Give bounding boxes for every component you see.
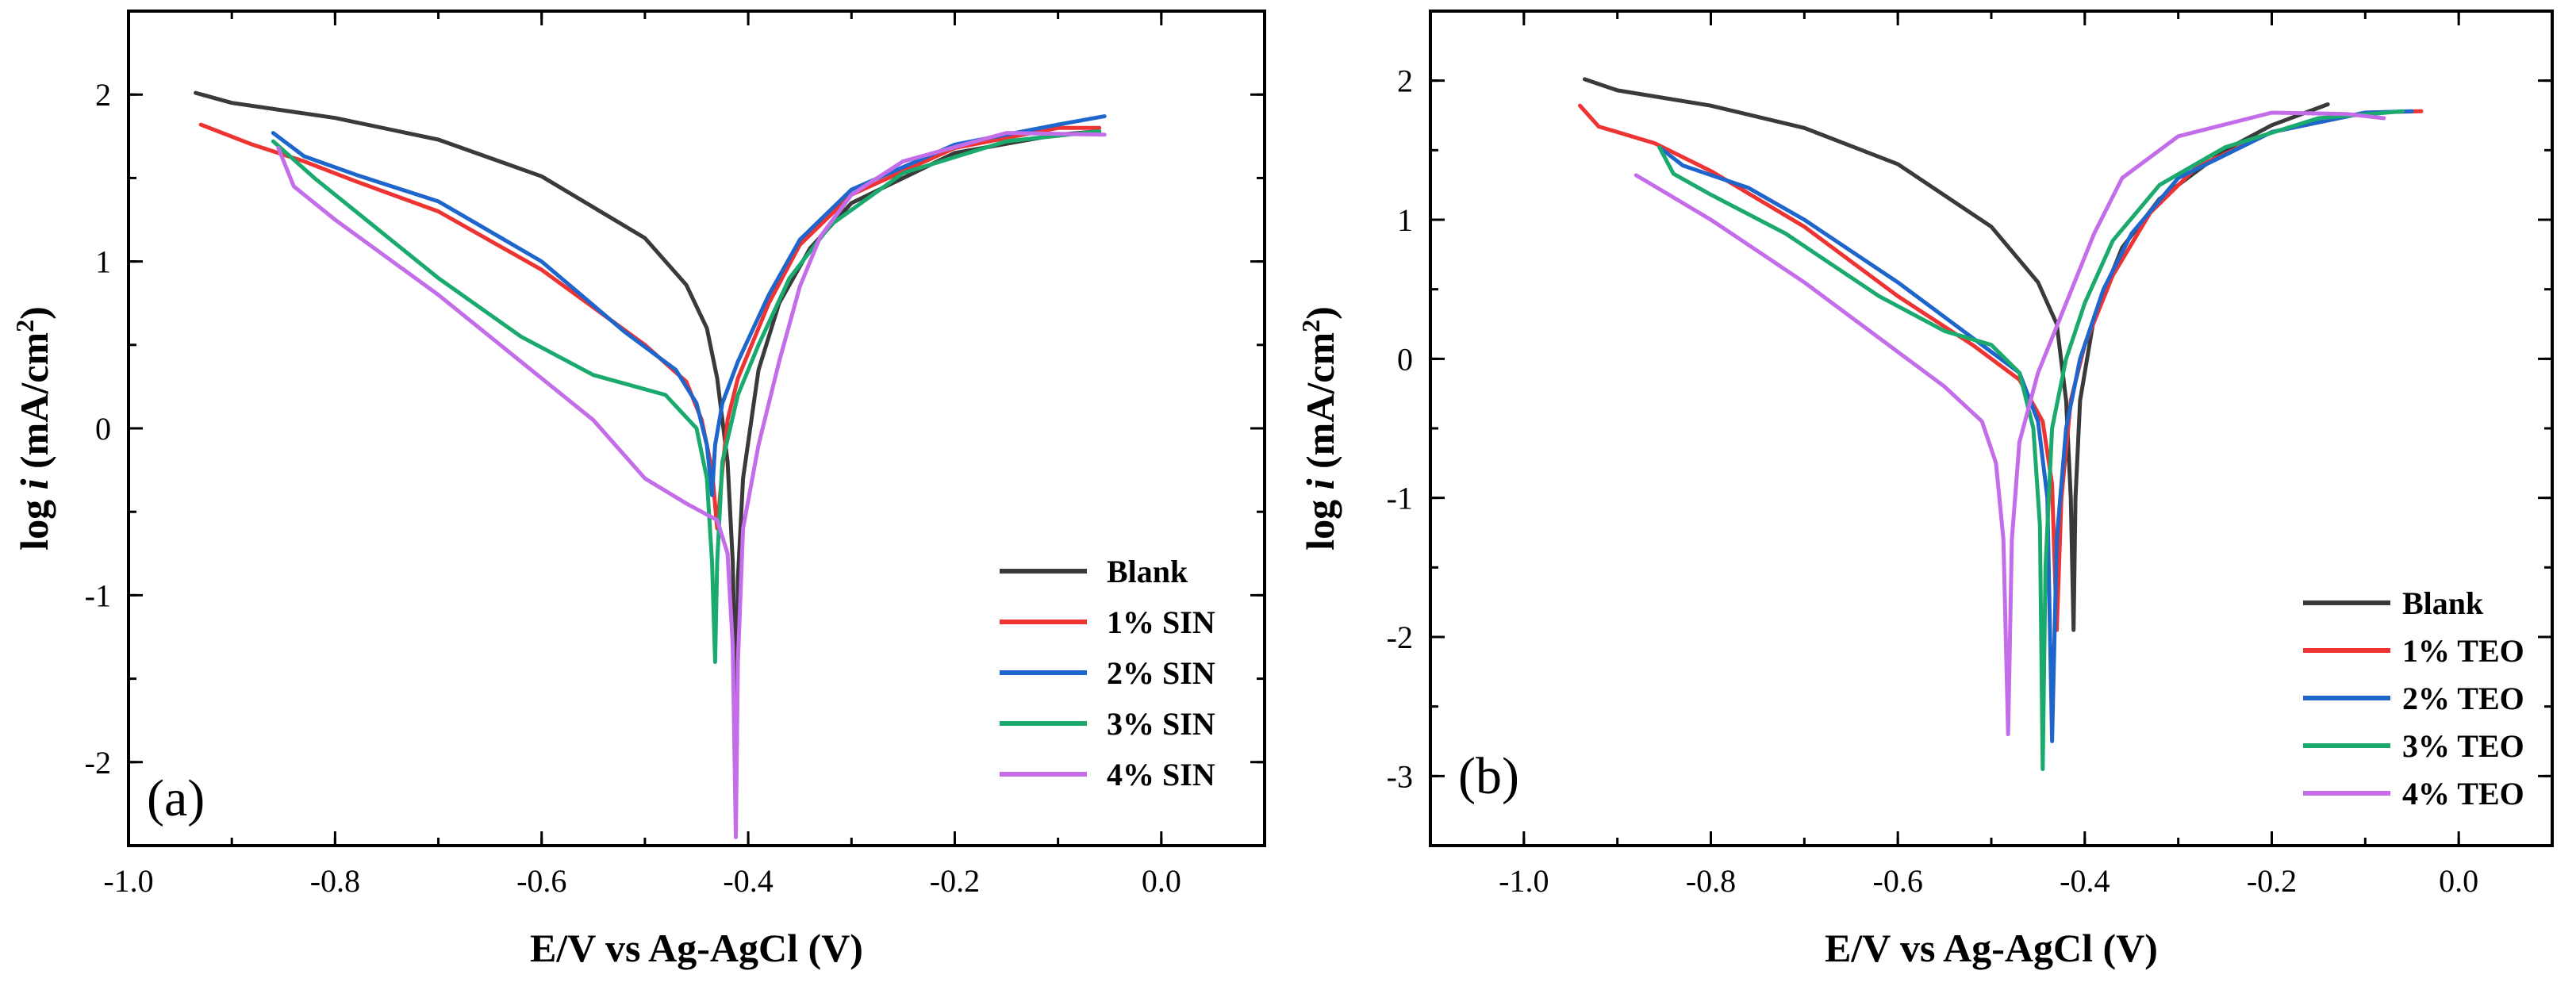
- y-tick-label: 1: [1397, 202, 1413, 238]
- y-tick-label: 2: [1397, 63, 1413, 99]
- legend-label-blank: Blank: [2402, 585, 2484, 621]
- legend: Blank 1% SIN 2% SIN 3% SIN 4% SIN: [1000, 554, 1215, 792]
- x-tick-label: -0.4: [723, 863, 773, 899]
- x-tick-label: -0.4: [2060, 863, 2110, 899]
- y-tick-label: -1: [85, 577, 111, 613]
- y-axis-title-sup: 2: [1296, 320, 1325, 332]
- legend-label-4-sin: 4% SIN: [1107, 757, 1215, 792]
- y-tick-label: 0: [1397, 341, 1413, 377]
- y-tick-label: -2: [1387, 620, 1413, 655]
- legend-label-3-sin: 3% SIN: [1107, 706, 1215, 742]
- y-tick-label: -2: [85, 745, 111, 781]
- y-axis-title-prefix: log: [1298, 489, 1342, 550]
- series-line-1-teo: [1578, 103, 2424, 632]
- x-tick-label: -1.0: [103, 863, 153, 899]
- legend-label-4-teo: 4% TEO: [2402, 776, 2524, 811]
- x-tick-label: -1.0: [1499, 863, 1549, 899]
- y-tick-label: -3: [1387, 758, 1413, 794]
- y-axis-title: log i (mA/cm2): [1296, 306, 1342, 551]
- y-tick-label: -1: [1387, 481, 1413, 516]
- series-line-3-sin: [271, 129, 1102, 665]
- x-tick-label: 0.0: [2439, 863, 2478, 899]
- y-axis-title-units: (mA/cm: [1298, 332, 1342, 479]
- y-axis-title-var: i: [12, 478, 56, 489]
- series-line-4-sin: [276, 131, 1107, 839]
- y-tick-label: 0: [95, 411, 111, 447]
- chart-panel-a: -1.0 -0.8 -0.6 -0.4 -0.2 0.0 -2 -1 0 1 2 E/V vs Ag-…: [0, 0, 1288, 982]
- chart-panel-b: -1.0 -0.8 -0.6 -0.4 -0.2 0.0 -3 -2 -1 0 1 2 E/V vs A…: [1288, 0, 2576, 982]
- series-line-4-teo: [1634, 110, 2386, 737]
- x-tick-label: -0.8: [310, 863, 360, 899]
- legend: Blank 1% TEO 2% TEO 3% TEO 4% TEO: [2303, 585, 2524, 811]
- x-tick-label: -0.2: [2247, 863, 2297, 899]
- y-axis-title-units: (mA/cm: [12, 332, 56, 479]
- y-axis-title-prefix: log: [12, 489, 56, 550]
- series-line-1-sin: [198, 122, 1102, 531]
- x-tick-label: -0.6: [516, 863, 566, 899]
- series-line-2-teo: [1657, 109, 2414, 743]
- x-axis-title: E/V vs Ag-AgCl (V): [530, 926, 863, 970]
- series-group: [194, 90, 1107, 839]
- series-line-3-teo: [1657, 109, 2405, 772]
- series-line-2-sin: [271, 114, 1107, 497]
- plot-frame: [1429, 10, 2554, 847]
- y-axis-title-close: ): [1298, 306, 1342, 320]
- y-axis-title-close: ): [12, 306, 56, 320]
- legend-label-3-teo: 3% TEO: [2402, 728, 2524, 764]
- x-tick-label: -0.2: [930, 863, 980, 899]
- y-tick-label: 2: [95, 77, 111, 113]
- series-group: [1578, 77, 2424, 772]
- legend-label-2-sin: 2% SIN: [1107, 655, 1215, 691]
- legend-label-2-teo: 2% TEO: [2402, 681, 2524, 716]
- x-tick-label: -0.8: [1686, 863, 1736, 899]
- legend-label-1-teo: 1% TEO: [2402, 633, 2524, 669]
- chart-b-svg: -1.0 -0.8 -0.6 -0.4 -0.2 0.0 -3 -2 -1 0 1 2 E/V vs A…: [1296, 10, 2554, 970]
- chart-a-svg: -1.0 -0.8 -0.6 -0.4 -0.2 0.0 -2 -1 0 1 2 E/V vs Ag-…: [10, 10, 1266, 970]
- x-axis-title: E/V vs Ag-AgCl (V): [1825, 926, 2158, 970]
- y-axis-title: log i (mA/cm2): [10, 306, 56, 551]
- y-axis-title-sup: 2: [10, 320, 39, 332]
- y-tick-label: 1: [95, 244, 111, 280]
- legend-label-1-sin: 1% SIN: [1107, 604, 1215, 640]
- y-axis-title-var: i: [1298, 478, 1342, 489]
- legend-label-blank: Blank: [1107, 554, 1188, 589]
- x-tick-label: 0.0: [1142, 863, 1181, 899]
- panel-label: (a): [147, 769, 205, 827]
- panel-label: (b): [1458, 747, 1519, 805]
- x-tick-label: -0.6: [1873, 863, 1923, 899]
